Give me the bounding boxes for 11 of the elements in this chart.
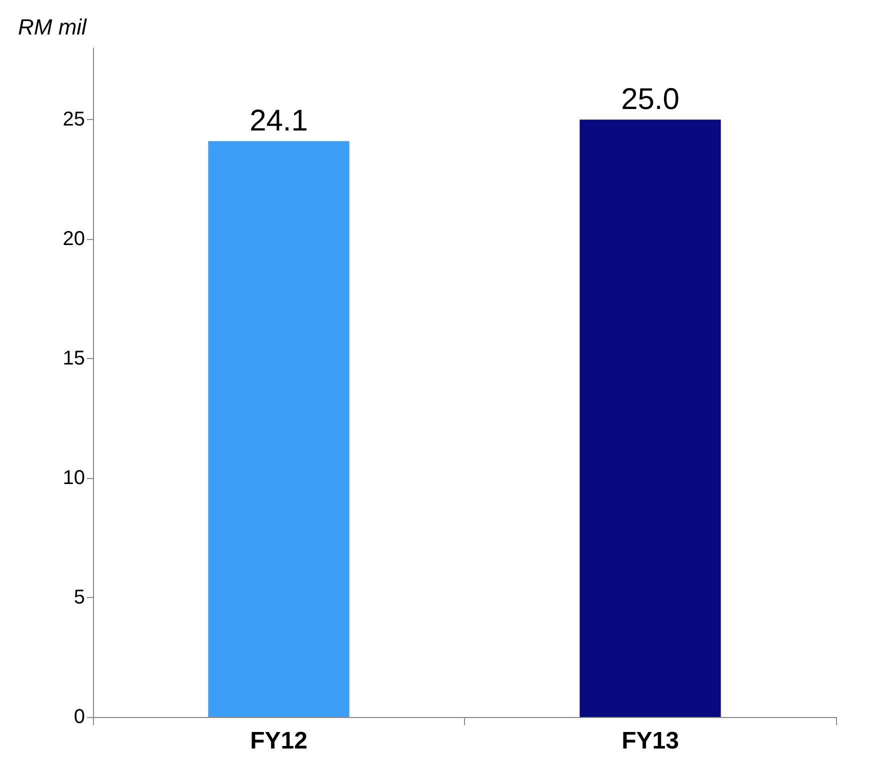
data-label: 25.0 <box>621 83 680 116</box>
y-tick-label: 5 <box>74 586 85 609</box>
y-tick-label: 10 <box>62 467 85 490</box>
data-label: 24.1 <box>250 104 308 138</box>
x-tick-label: FY12 <box>250 728 308 754</box>
y-tick-label: 15 <box>62 348 85 370</box>
y-tick-label: 25 <box>62 108 85 131</box>
y-tick-label: 0 <box>74 706 85 728</box>
x-tick-label: FY13 <box>622 728 679 754</box>
y-tick-label: 20 <box>62 228 85 250</box>
y-axis-title: RM mil <box>18 14 88 40</box>
